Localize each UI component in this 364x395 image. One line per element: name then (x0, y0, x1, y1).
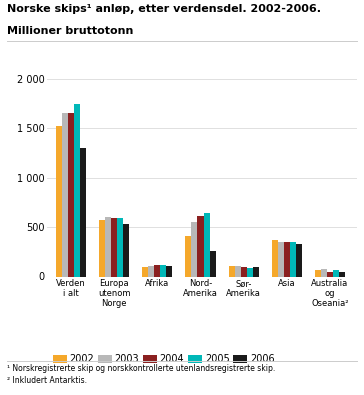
Bar (166, 265, 173, 276)
Bar (272, 240, 278, 276)
Bar (339, 272, 345, 276)
Bar (148, 266, 154, 276)
Bar (111, 218, 117, 276)
Bar (117, 218, 123, 276)
Bar (315, 270, 321, 276)
Bar (235, 265, 241, 276)
Bar (99, 220, 105, 276)
Bar (80, 148, 86, 276)
Bar (56, 126, 62, 276)
Bar (68, 113, 74, 276)
Bar (105, 217, 111, 276)
Bar (253, 267, 259, 276)
Bar (154, 265, 161, 276)
Bar (333, 270, 339, 276)
Bar (142, 267, 148, 276)
Bar (327, 272, 333, 276)
Bar (161, 265, 166, 276)
Bar (241, 267, 247, 276)
Bar (278, 242, 284, 276)
Text: Millioner bruttotonn: Millioner bruttotonn (7, 26, 134, 36)
Bar (296, 244, 302, 276)
Legend: 2002, 2003, 2004, 2005, 2006: 2002, 2003, 2004, 2005, 2006 (49, 350, 278, 368)
Bar (210, 251, 215, 276)
Bar (198, 216, 203, 276)
Bar (284, 243, 290, 276)
Text: ¹ Norskregistrerte skip og norskkontrollerte utenlandsregistrerte skip.: ¹ Norskregistrerte skip og norskkontroll… (7, 364, 276, 373)
Bar (203, 213, 210, 276)
Text: ² Inkludert Antarktis.: ² Inkludert Antarktis. (7, 376, 87, 385)
Bar (191, 222, 198, 276)
Bar (62, 113, 68, 276)
Bar (321, 269, 327, 276)
Bar (247, 268, 253, 276)
Bar (74, 103, 80, 276)
Bar (229, 265, 235, 276)
Bar (185, 236, 191, 276)
Bar (123, 224, 129, 276)
Text: Norske skips¹ anløp, etter verdensdel. 2002-2006.: Norske skips¹ anløp, etter verdensdel. 2… (7, 4, 321, 14)
Bar (290, 243, 296, 276)
